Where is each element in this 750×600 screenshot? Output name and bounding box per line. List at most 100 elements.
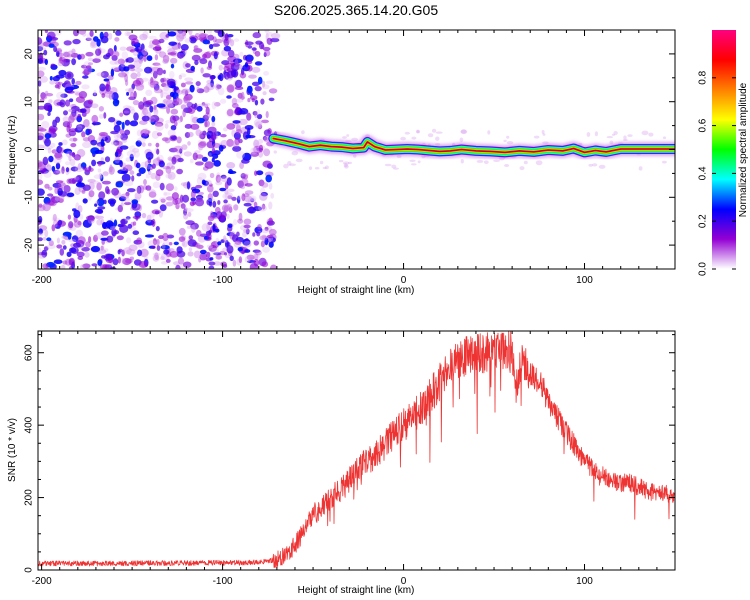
noise-speckle — [40, 92, 46, 99]
noise-speckle — [229, 255, 234, 262]
noise-speckle — [264, 226, 269, 231]
noise-speckle — [110, 141, 117, 146]
noise-speckle — [126, 248, 136, 256]
noise-speckle — [98, 114, 104, 119]
noise-speckle — [199, 140, 207, 147]
noise-speckle — [119, 224, 129, 233]
noise-speckle — [124, 88, 135, 92]
noise-speckle — [53, 219, 59, 228]
noise-speckle — [124, 129, 131, 136]
noise-speckle — [167, 129, 176, 137]
noise-speckle — [148, 189, 157, 197]
noise-speckle — [460, 158, 464, 164]
noise-speckle — [57, 185, 63, 192]
noise-speckle — [199, 249, 207, 255]
noise-speckle — [38, 105, 46, 110]
noise-speckle — [69, 152, 76, 156]
noise-speckle — [108, 93, 113, 100]
noise-speckle — [62, 50, 71, 59]
noise-speckle-region — [38, 30, 670, 269]
noise-speckle — [52, 213, 57, 222]
noise-speckle — [63, 51, 70, 58]
noise-speckle — [435, 131, 443, 134]
noise-speckle — [109, 92, 114, 100]
noise-speckle — [265, 111, 269, 119]
noise-speckle — [68, 154, 72, 162]
noise-speckle — [90, 139, 98, 146]
noise-speckle — [136, 185, 142, 194]
noise-speckle — [65, 161, 71, 166]
noise-speckle — [203, 86, 210, 93]
noise-speckle — [39, 76, 48, 83]
noise-speckle — [94, 215, 105, 220]
noise-speckle — [156, 245, 161, 251]
noise-speckle — [243, 249, 251, 253]
noise-speckle — [184, 77, 194, 82]
noise-speckle — [47, 112, 51, 116]
noise-speckle — [215, 254, 223, 260]
noise-speckle — [267, 31, 273, 37]
noise-speckle — [150, 77, 154, 83]
noise-speckle — [91, 180, 100, 185]
noise-speckle — [112, 258, 119, 266]
noise-speckle — [186, 181, 191, 190]
noise-speckle — [199, 131, 206, 140]
x-tick-label: 0 — [401, 576, 407, 587]
noise-speckle — [158, 160, 165, 168]
noise-speckle — [216, 84, 222, 90]
noise-speckle — [49, 132, 57, 138]
noise-speckle — [503, 139, 507, 143]
noise-speckle — [270, 264, 277, 269]
noise-speckle — [118, 72, 127, 78]
noise-speckle — [268, 97, 275, 102]
noise-speckle — [251, 81, 260, 87]
noise-speckle — [50, 142, 56, 148]
noise-speckle — [195, 194, 204, 200]
noise-speckle — [148, 78, 157, 88]
noise-speckle — [62, 116, 70, 123]
noise-speckle — [81, 64, 87, 69]
noise-speckle — [113, 219, 118, 227]
noise-speckle — [82, 141, 92, 148]
noise-speckle — [220, 139, 228, 147]
noise-speckle — [153, 238, 157, 246]
noise-speckle — [253, 138, 258, 147]
noise-speckle — [164, 137, 171, 144]
noise-speckle — [243, 218, 252, 225]
noise-speckle — [243, 174, 249, 180]
noise-speckle — [127, 188, 136, 193]
noise-speckle — [173, 186, 178, 191]
noise-speckle — [519, 166, 525, 171]
noise-speckle — [38, 46, 44, 52]
noise-speckle — [161, 82, 167, 88]
noise-speckle — [58, 147, 64, 154]
noise-speckle — [184, 123, 193, 129]
noise-speckle — [268, 182, 273, 190]
noise-speckle — [38, 132, 45, 141]
noise-speckle — [226, 95, 232, 99]
colorbar-label: Normalized spectral amplitude — [738, 82, 749, 217]
noise-speckle — [66, 251, 72, 257]
noise-speckle — [146, 55, 153, 62]
noise-speckle — [262, 135, 268, 141]
noise-speckle — [73, 90, 81, 95]
noise-speckle — [90, 103, 99, 109]
noise-speckle — [205, 180, 212, 186]
noise-speckle — [158, 38, 165, 44]
colorbar-tick-label: 0.0 — [698, 262, 709, 276]
noise-speckle — [78, 30, 87, 35]
noise-speckle — [289, 163, 296, 167]
noise-speckle — [74, 187, 81, 196]
noise-speckle — [167, 52, 177, 56]
noise-speckle — [114, 230, 120, 235]
noise-speckle — [176, 52, 185, 59]
noise-speckle — [416, 130, 420, 134]
noise-speckle — [195, 81, 201, 87]
noise-speckle — [254, 121, 261, 128]
noise-speckle — [84, 167, 94, 173]
noise-speckle — [460, 129, 467, 134]
noise-speckle — [244, 41, 254, 46]
noise-speckle — [493, 159, 501, 162]
noise-speckle — [212, 190, 219, 197]
noise-speckle — [182, 109, 186, 118]
